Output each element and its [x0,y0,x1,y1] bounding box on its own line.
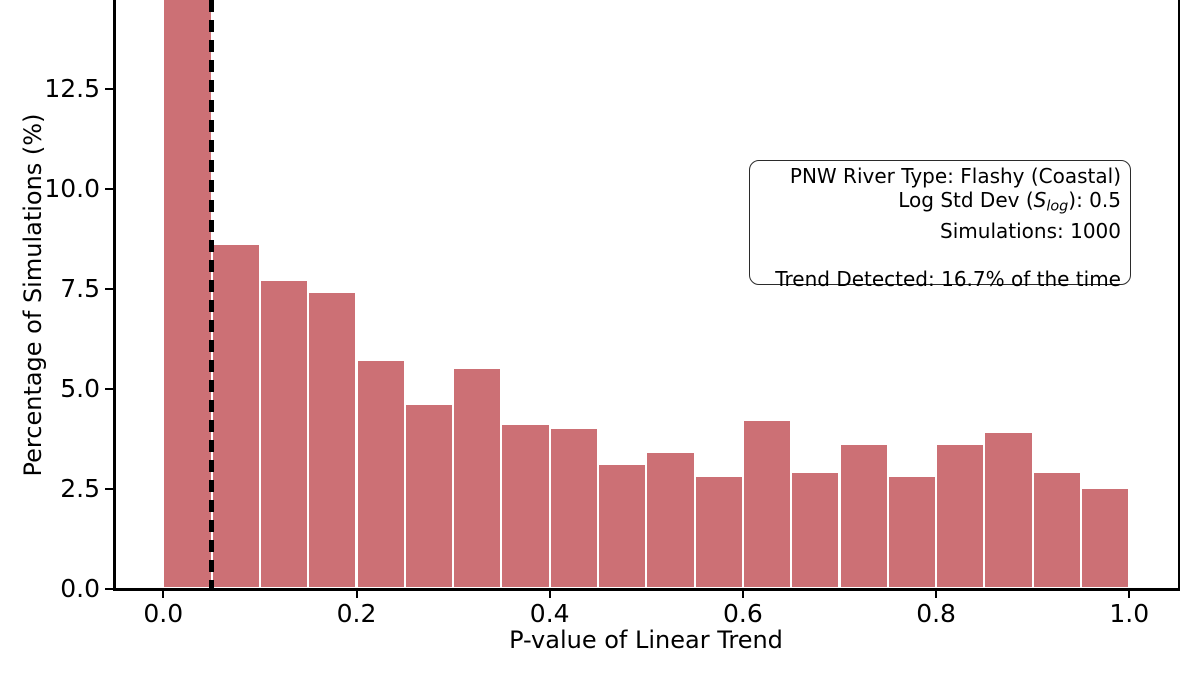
y-tick-label-2.5: 2.5 [60,473,100,503]
histogram-bar-15 [887,476,937,588]
y-tick-label-12.5: 12.5 [44,73,100,103]
y-tick-label-15.0: 15.0 [0,0,100,4]
histogram-bar-8 [549,428,598,588]
left-spine [113,0,116,591]
x-tick-label-0.6: 0.6 [723,599,763,628]
annotation-spacer [759,243,1121,267]
x-tick-mark-0.2 [355,590,358,598]
histogram-bar-12 [742,420,792,588]
bottom-spine [113,588,1180,591]
histogram-bar-1 [211,244,260,588]
y-tick-mark-7.5 [105,287,113,290]
y-tick-mark-2.5 [105,487,113,490]
histogram-bar-11 [694,476,743,588]
histogram-bar-5 [404,404,454,588]
annotation-log-std-subscript: log [1046,198,1069,215]
x-tick-label-0.0: 0.0 [143,599,184,628]
y-tick-mark-0.0 [105,587,113,590]
histogram-bar-10 [646,452,695,588]
x-tick-label-1.0: 1.0 [1109,599,1150,628]
x-tick-label-0.8: 0.8 [916,599,956,628]
histogram-bar-9 [598,464,647,588]
x-axis-label: P-value of Linear Trend [509,626,783,654]
y-tick-mark-12.5 [105,87,113,90]
histogram-bar-0 [163,0,212,588]
plot-area [115,0,1178,588]
right-spine [1177,0,1180,591]
y-tick-label-10.0: 10.0 [44,173,100,203]
x-tick-mark-1.0 [1128,590,1131,598]
histogram-bar-13 [791,472,840,588]
histogram-bar-16 [936,444,985,588]
annotation-log-std-suffix: ): 0.5 [1068,188,1121,213]
x-tick-mark-0.4 [548,590,551,598]
x-tick-mark-0.0 [162,590,165,598]
significance-threshold-line [209,0,214,588]
histogram-bar-14 [839,444,888,588]
x-tick-label-0.4: 0.4 [529,599,570,628]
annotation-log-std-dev: Log Std Dev (Slog): 0.5 [759,188,1121,219]
histogram-bar-7 [501,424,550,588]
x-tick-label-0.2: 0.2 [336,599,377,628]
histogram-bar-3 [308,292,357,588]
histogram-bar-4 [356,360,405,588]
annotation-river-type: PNW River Type: Flashy (Coastal) [789,164,1121,188]
annotation-trend-detected: Trend Detected: 16.7% of the time [775,267,1121,292]
y-tick-mark-5.0 [105,387,113,390]
annotation-simulations: Simulations: 1000 [940,219,1121,243]
histogram-bar-17 [984,432,1033,588]
histogram-bar-19 [1081,488,1130,588]
annotation-box: PNW River Type: Flashy (Coastal) Log Std… [749,160,1131,291]
y-tick-mark-10.0 [105,187,113,190]
y-tick-label-7.5: 7.5 [60,273,100,303]
y-tick-label-5.0: 5.0 [60,373,100,403]
histogram-bar-6 [453,368,502,588]
histogram-bar-18 [1032,472,1081,588]
x-tick-mark-0.6 [741,590,744,598]
annotation-log-std-var: S [1033,188,1047,213]
x-tick-mark-0.8 [935,590,938,598]
annotation-log-std-prefix: Log Std Dev ( [898,188,1034,213]
y-tick-label-0.0: 0.0 [60,573,100,603]
histogram-bar-2 [259,280,309,588]
